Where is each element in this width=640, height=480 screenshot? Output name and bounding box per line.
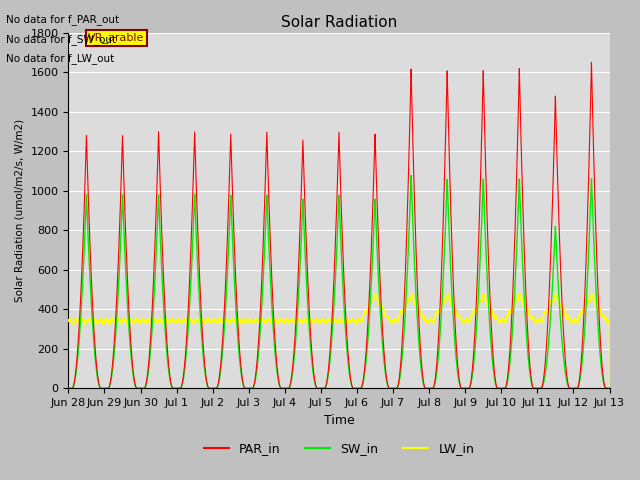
- Text: No data for f_PAR_out: No data for f_PAR_out: [6, 14, 120, 25]
- X-axis label: Time: Time: [324, 414, 355, 427]
- Text: VR_arable: VR_arable: [88, 33, 145, 44]
- Text: No data for f_LW_out: No data for f_LW_out: [6, 53, 115, 64]
- Title: Solar Radiation: Solar Radiation: [281, 15, 397, 30]
- Legend: PAR_in, SW_in, LW_in: PAR_in, SW_in, LW_in: [198, 437, 479, 460]
- Y-axis label: Solar Radiation (umol/m2/s, W/m2): Solar Radiation (umol/m2/s, W/m2): [15, 119, 25, 302]
- Text: No data for f_SW_out: No data for f_SW_out: [6, 34, 116, 45]
